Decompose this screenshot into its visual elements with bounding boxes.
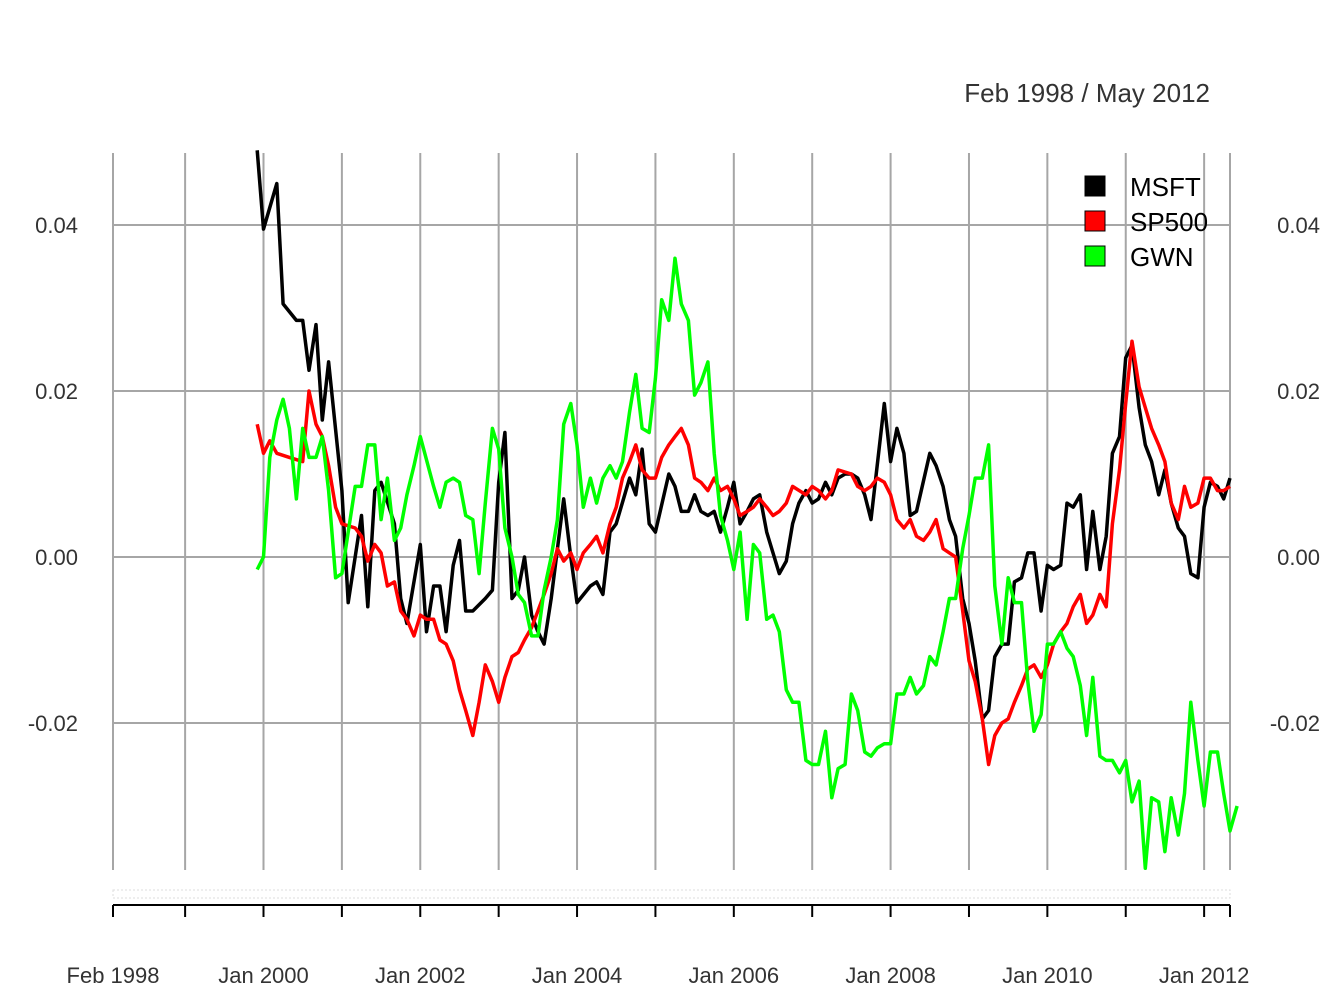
x-axis: Feb 1998 Jan 2000 Jan 2002 Jan 2004 Jan 2006… xyxy=(67,889,1250,988)
y-axis-left-labels: 0.04 0.02 0.00 -0.02 xyxy=(28,213,78,736)
legend-label-gwn: GWN xyxy=(1130,242,1194,272)
legend-swatch-gwn xyxy=(1084,245,1106,267)
x-tick-label: Jan 2006 xyxy=(689,963,780,988)
y-tick-label: 0.04 xyxy=(1277,213,1320,238)
x-axis-band xyxy=(112,889,1231,899)
legend-label-msft: MSFT xyxy=(1130,172,1201,202)
series-line-sp500 xyxy=(255,339,1231,767)
y-tick-label: 0.04 xyxy=(35,213,78,238)
series-lines xyxy=(255,150,1239,871)
series-line-gwn xyxy=(255,256,1239,871)
y-tick-label: -0.02 xyxy=(1270,711,1320,736)
legend: MSFT SP500 GWN xyxy=(1084,172,1208,272)
series-line-msft xyxy=(255,150,1232,721)
y-tick-label: 0.00 xyxy=(35,545,78,570)
legend-swatch-msft xyxy=(1084,175,1106,197)
x-tick-label: Jan 2010 xyxy=(1002,963,1093,988)
date-range-label: Feb 1998 / May 2012 xyxy=(964,78,1210,108)
x-tick-label: Jan 2000 xyxy=(218,963,309,988)
legend-label-sp500: SP500 xyxy=(1130,207,1208,237)
x-tick-label: Jan 2002 xyxy=(375,963,466,988)
legend-swatch-sp500 xyxy=(1084,210,1106,232)
y-tick-label: 0.00 xyxy=(1277,545,1320,570)
y-axis-right-labels: 0.04 0.02 0.00 -0.02 xyxy=(1270,213,1320,736)
y-tick-label: 0.02 xyxy=(1277,379,1320,404)
y-tick-label: 0.02 xyxy=(35,379,78,404)
x-tick-label: Jan 2004 xyxy=(532,963,623,988)
x-tick-label: Jan 2008 xyxy=(845,963,936,988)
x-tick-label: Jan 2012 xyxy=(1159,963,1250,988)
x-tick-label: Feb 1998 xyxy=(67,963,160,988)
y-tick-label: -0.02 xyxy=(28,711,78,736)
